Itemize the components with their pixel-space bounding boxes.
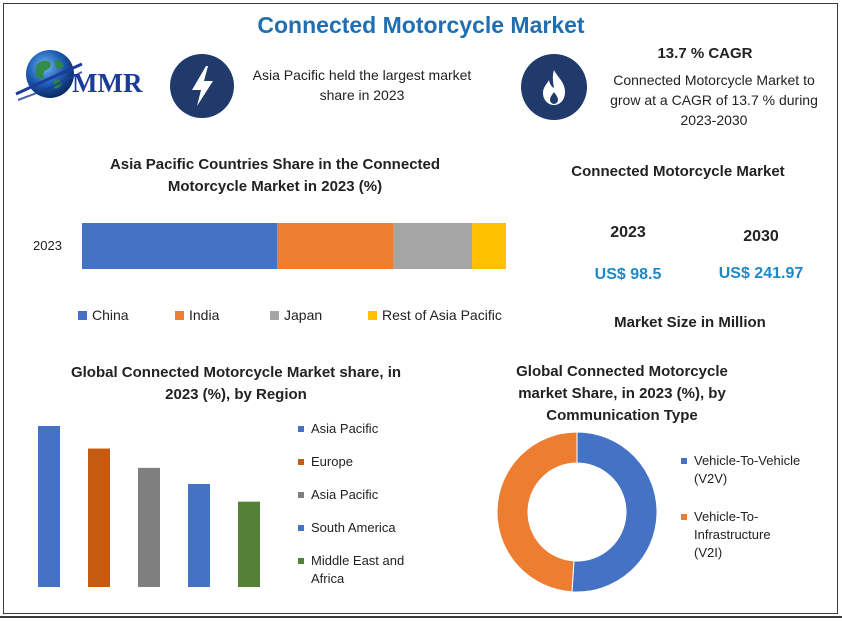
page-title: Connected Motorcycle Market: [257, 12, 585, 38]
stacked-bar-chart: [82, 223, 506, 269]
lightning-bolt-icon: [192, 66, 213, 106]
legend-label: South America: [311, 520, 396, 535]
legend-swatch: [298, 558, 304, 564]
globe-icon: [15, 50, 83, 101]
page-frame: [3, 3, 838, 614]
region-bar-0: [38, 426, 60, 587]
flame-icon: [543, 70, 565, 105]
mmr-logo: MMR: [14, 44, 164, 108]
region-bar-3: [188, 483, 210, 587]
legend-label: India: [189, 307, 220, 323]
legend-swatch: [298, 492, 304, 498]
legend-label: China: [92, 307, 129, 323]
legend-v2v: Vehicle-To-Vehicle (V2V): [681, 452, 801, 488]
region-bar-chart: [38, 426, 260, 587]
region-chart-title: Global Connected Motorcycle Market share…: [70, 364, 402, 403]
year-2030: 2030: [743, 228, 779, 245]
legend-swatch: [681, 514, 687, 520]
stacked-chart-title: Asia Pacific Countries Share in the Conn…: [109, 156, 441, 195]
legend-label: Vehicle-To-Vehicle (V2V): [694, 453, 801, 486]
legend-swatch: [681, 458, 687, 464]
legend-label: Europe: [311, 454, 353, 469]
legend-swatch: [298, 525, 304, 531]
bar-segment-3: [472, 223, 506, 269]
legend-swatch: [270, 310, 279, 320]
legend-south-america: South America: [298, 519, 428, 552]
region-bar-4: [238, 501, 260, 587]
value-2023: US$ 98.5: [594, 266, 662, 283]
legend-label: Middle East and Africa: [311, 553, 405, 586]
legend-label: Japan: [284, 307, 323, 323]
bar-segment-0: [82, 223, 278, 269]
bar-segment-2: [393, 223, 473, 269]
region-bar-1: [88, 448, 110, 587]
region-bar-2: [138, 467, 160, 587]
cagr-heading: 13.7 % CAGR: [657, 45, 753, 62]
market-size-caption: Market Size in Million: [614, 314, 766, 331]
legend-india: India: [175, 307, 270, 323]
donut-slice-1: [496, 431, 578, 593]
value-2030: US$ 241.97: [718, 265, 804, 282]
legend-asia-pacific: Asia Pacific: [298, 420, 428, 453]
legend-japan: Japan: [270, 307, 368, 323]
info-left-text: Asia Pacific held the largest market sha…: [252, 67, 472, 103]
info-right-text: Connected Motorcycle Market to grow at a…: [610, 72, 818, 128]
communication-donut-chart: [496, 431, 658, 593]
legend-asia-pacific-2: Asia Pacific: [298, 486, 428, 519]
legend-swatch: [298, 426, 304, 432]
region-legend: Asia Pacific Europe Asia Pacific South A…: [298, 420, 428, 588]
legend-label: Rest of Asia Pacific: [382, 307, 502, 323]
legend-europe: Europe: [298, 453, 428, 486]
legend-swatch: [298, 459, 304, 465]
donut-chart-title: Global Connected Motorcycle market Share…: [516, 363, 728, 424]
info-left-badge: [170, 54, 234, 118]
legend-v2i: Vehicle-To-Infrastructure (V2I): [681, 508, 801, 562]
legend-label: Vehicle-To-Infrastructure (V2I): [694, 509, 771, 560]
legend-middle-east-africa: Middle East and Africa: [298, 552, 428, 588]
info-right-badge: [521, 54, 587, 120]
legend-rest-of-asia: Rest of Asia Pacific: [368, 307, 502, 323]
legend-china: China: [78, 307, 175, 323]
legend-label: Asia Pacific: [311, 487, 379, 502]
legend-swatch: [368, 310, 377, 320]
donut-legend: Vehicle-To-Vehicle (V2V) Vehicle-To-Infr…: [681, 452, 801, 562]
legend-swatch: [175, 310, 184, 320]
legend-swatch: [78, 310, 87, 320]
year-2023: 2023: [610, 224, 646, 241]
legend-label: Asia Pacific: [311, 421, 379, 436]
logo-text: MMR: [72, 68, 143, 98]
donut-slice-0: [571, 431, 658, 593]
bar-segment-1: [277, 223, 394, 269]
market-size-title: Connected Motorcycle Market: [571, 163, 785, 180]
stacked-y-label: 2023: [33, 238, 62, 253]
bottom-divider: [0, 616, 842, 618]
stacked-legend: China India Japan Rest of Asia Pacific: [78, 307, 502, 323]
